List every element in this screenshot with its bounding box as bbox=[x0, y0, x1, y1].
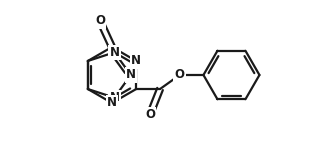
Text: N: N bbox=[131, 55, 141, 67]
Text: N: N bbox=[109, 46, 119, 59]
Text: O: O bbox=[145, 108, 155, 121]
Text: O: O bbox=[175, 69, 185, 82]
Text: N: N bbox=[126, 69, 136, 82]
Text: O: O bbox=[95, 14, 105, 28]
Text: N: N bbox=[107, 97, 117, 110]
Text: N: N bbox=[109, 91, 119, 104]
